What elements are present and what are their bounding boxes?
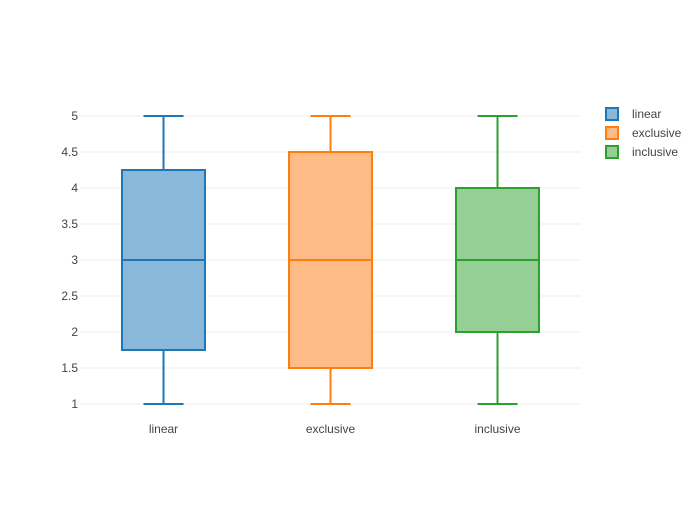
y-tick-label: 1: [71, 397, 78, 411]
legend-label: linear: [632, 107, 661, 121]
y-tick-label: 3: [71, 253, 78, 267]
y-tick-label: 2.5: [61, 289, 78, 303]
y-tick-label: 4: [71, 181, 78, 195]
box-plot-series: [121, 115, 540, 405]
x-tick-label: linear: [149, 422, 178, 436]
legend-swatch: [605, 126, 619, 140]
y-tick-label: 4.5: [61, 145, 78, 159]
y-axis-tick-labels: 1 1.5 2 2.5 3 3.5 4 4.5 5: [61, 109, 78, 411]
y-tick-label: 5: [71, 109, 78, 123]
legend-label: exclusive: [632, 126, 682, 140]
legend-item-linear[interactable]: linear: [605, 107, 661, 121]
box-exclusive[interactable]: [288, 115, 373, 405]
x-tick-label: inclusive: [474, 422, 520, 436]
x-tick-label: exclusive: [306, 422, 356, 436]
y-tick-label: 2: [71, 325, 78, 339]
legend-item-exclusive[interactable]: exclusive: [605, 126, 682, 140]
legend-swatch: [605, 145, 619, 159]
legend[interactable]: linear exclusive inclusive: [605, 107, 682, 159]
y-tick-label: 1.5: [61, 361, 78, 375]
legend-label: inclusive: [632, 145, 678, 159]
legend-item-inclusive[interactable]: inclusive: [605, 145, 678, 159]
y-tick-label: 3.5: [61, 217, 78, 231]
box-inclusive[interactable]: [455, 115, 540, 405]
x-axis-tick-labels: linear exclusive inclusive: [149, 422, 521, 436]
legend-swatch: [605, 107, 619, 121]
box-linear[interactable]: [121, 115, 206, 405]
